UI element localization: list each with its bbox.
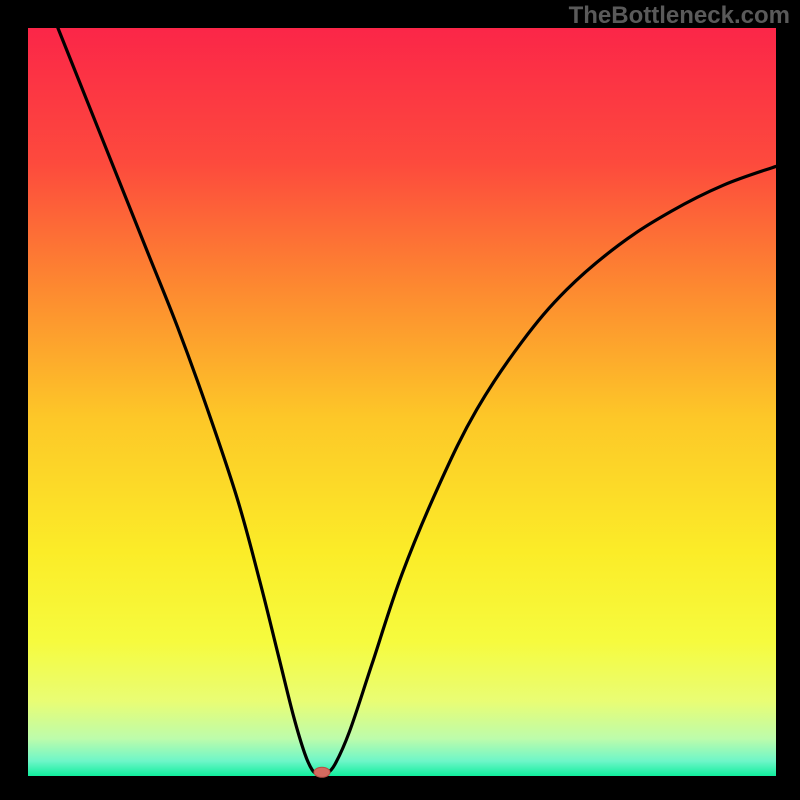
bottleneck-chart xyxy=(0,0,800,800)
plot-background xyxy=(28,28,776,776)
watermark-text: TheBottleneck.com xyxy=(569,2,790,30)
min-marker xyxy=(314,767,330,777)
chart-container: TheBottleneck.com xyxy=(0,0,800,800)
